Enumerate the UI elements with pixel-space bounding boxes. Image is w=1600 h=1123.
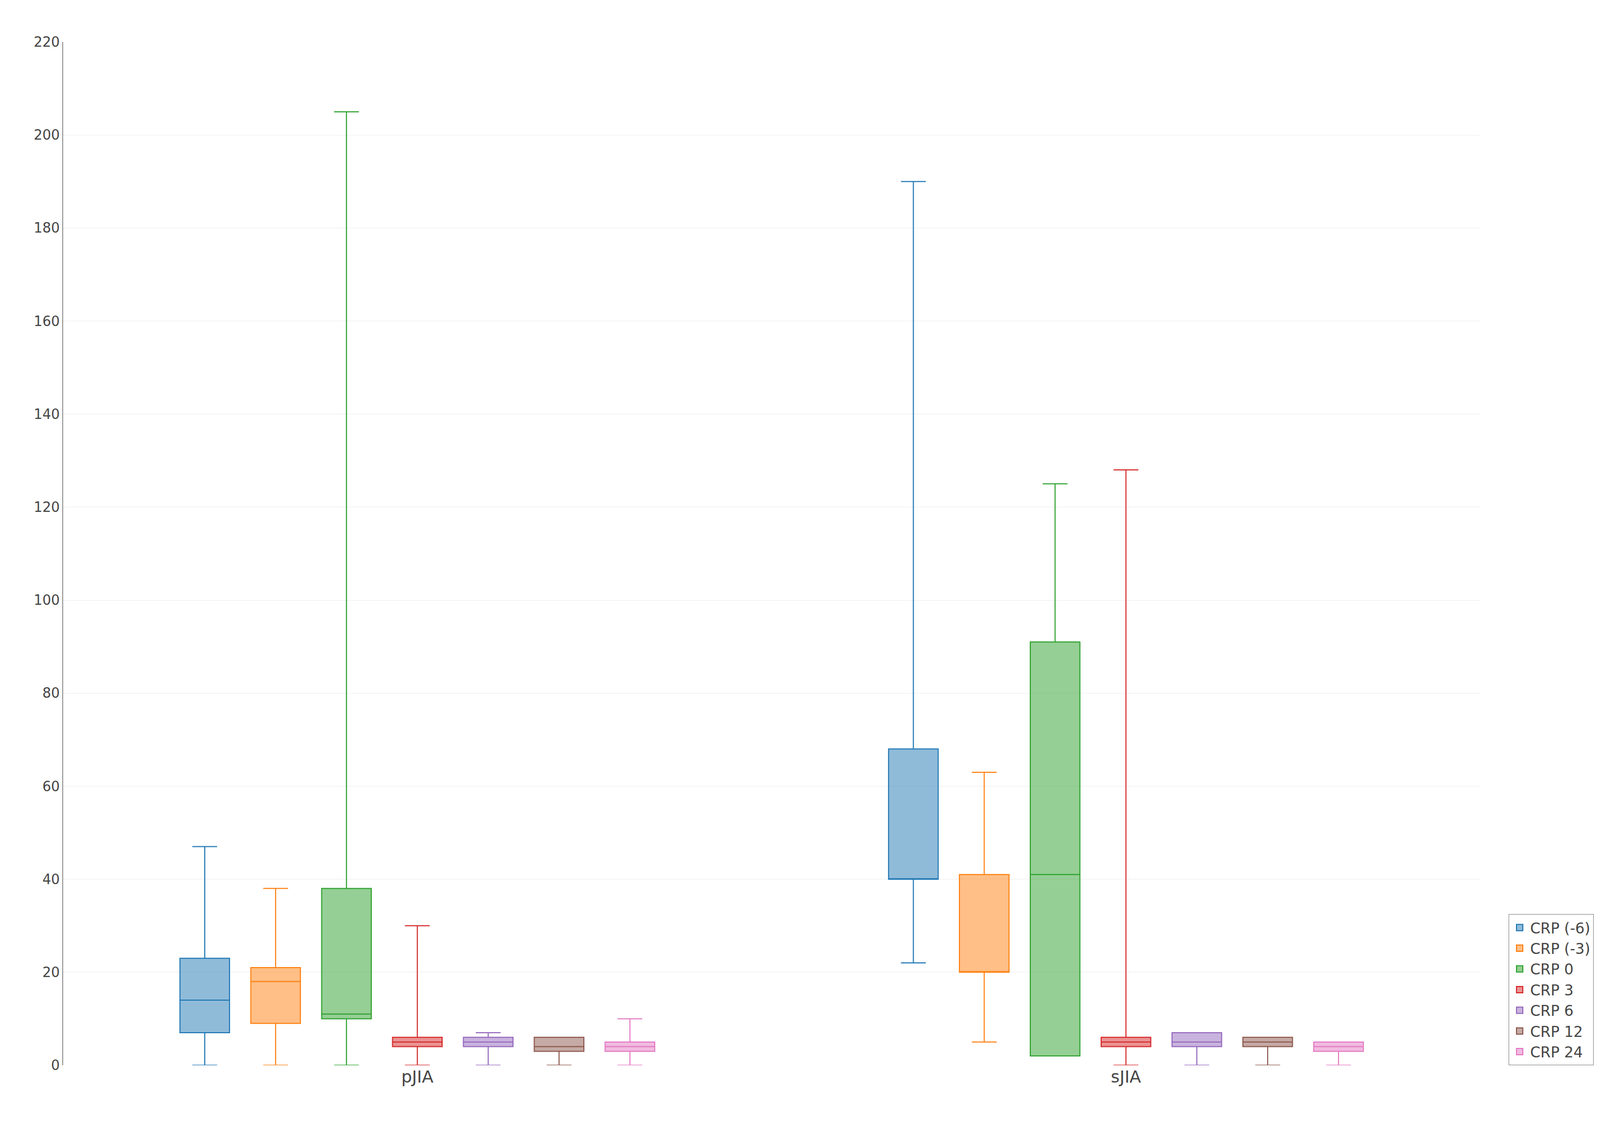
svg-text:80: 80 <box>42 685 60 702</box>
svg-text:160: 160 <box>33 313 60 330</box>
svg-text:pJIA: pJIA <box>401 1067 434 1087</box>
svg-text:CRP (-3): CRP (-3) <box>1530 940 1591 958</box>
svg-text:sJIA: sJIA <box>1111 1067 1142 1087</box>
svg-text:220: 220 <box>33 34 60 50</box>
svg-text:CRP (-6): CRP (-6) <box>1530 919 1591 938</box>
svg-text:CRP 12: CRP 12 <box>1530 1023 1583 1041</box>
svg-text:100: 100 <box>33 592 60 609</box>
svg-text:60: 60 <box>42 778 60 795</box>
svg-text:0: 0 <box>50 1057 60 1074</box>
svg-text:40: 40 <box>42 871 60 888</box>
svg-text:CRP 3: CRP 3 <box>1530 981 1574 1000</box>
svg-text:20: 20 <box>42 964 60 981</box>
svg-text:CRP 6: CRP 6 <box>1530 1002 1574 1020</box>
svg-text:CRP 24: CRP 24 <box>1530 1043 1583 1062</box>
svg-text:CRP 0: CRP 0 <box>1530 960 1574 979</box>
svg-text:200: 200 <box>33 127 60 143</box>
svg-text:120: 120 <box>33 499 60 516</box>
svg-text:180: 180 <box>33 220 60 236</box>
svg-text:140: 140 <box>33 406 60 423</box>
